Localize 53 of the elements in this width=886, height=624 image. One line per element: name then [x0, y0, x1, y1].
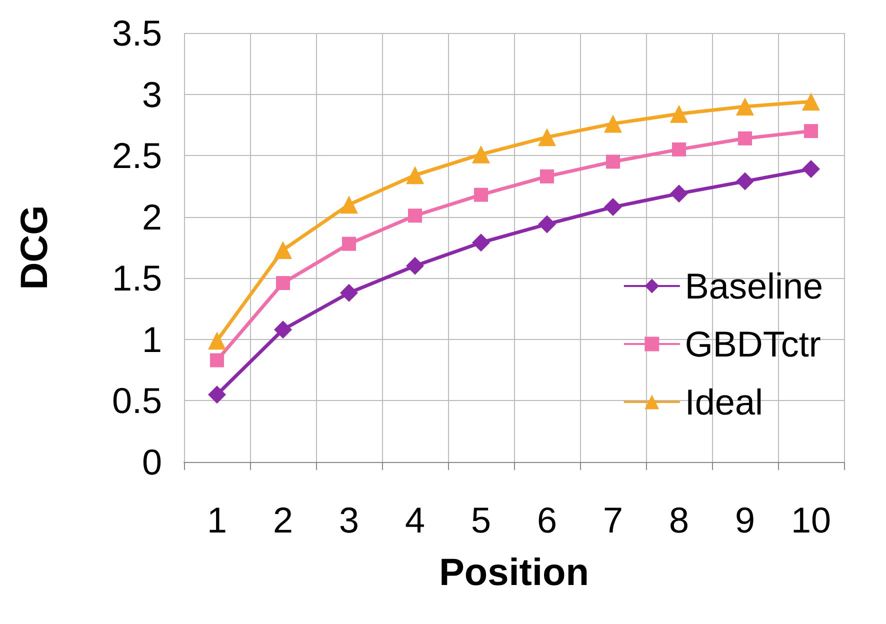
- point: [274, 320, 292, 339]
- y-tick-label: 2: [142, 196, 162, 238]
- point: [606, 154, 620, 169]
- point: [604, 114, 622, 133]
- point: [208, 332, 226, 350]
- point: [208, 386, 226, 404]
- point: [538, 215, 556, 234]
- point: [802, 160, 820, 178]
- x-tick-label: 8: [668, 500, 690, 540]
- point: [604, 198, 622, 216]
- point: [736, 172, 754, 190]
- point: [340, 284, 358, 302]
- x-axis-title: Position: [439, 552, 589, 594]
- point: [342, 236, 356, 251]
- point: [210, 353, 224, 368]
- point: [472, 234, 490, 252]
- point: [408, 208, 422, 223]
- point: [804, 124, 818, 138]
- point: [670, 104, 688, 123]
- x-tick-label: 2: [272, 500, 294, 540]
- legend-label: Ideal: [684, 382, 763, 422]
- y-tick-label: 1.5: [112, 258, 162, 299]
- point: [538, 128, 556, 146]
- point: [540, 169, 554, 184]
- point: [274, 240, 292, 259]
- point: [472, 145, 490, 164]
- x-tick-label: 6: [536, 500, 558, 540]
- x-tick-label: 3: [338, 500, 360, 540]
- y-tick-label: 0.5: [112, 380, 162, 422]
- x-tick-label: 5: [470, 500, 492, 540]
- point: [738, 131, 752, 146]
- point: [670, 184, 688, 203]
- x-tick-label: 4: [404, 500, 426, 540]
- point: [736, 98, 754, 116]
- y-tick-label: 0: [142, 442, 162, 482]
- x-tick-label: 9: [734, 500, 756, 540]
- y-tick-label: 2.5: [112, 135, 162, 176]
- point: [340, 196, 358, 214]
- point: [276, 276, 290, 290]
- x-tick-label: 7: [602, 500, 624, 540]
- point: [406, 166, 424, 184]
- point: [474, 188, 488, 202]
- x-tick-label: 10: [790, 500, 832, 540]
- y-tick-label: 1: [142, 318, 162, 360]
- legend-label: GBDTctr: [684, 324, 821, 364]
- y-tick-label: 3.5: [112, 12, 162, 54]
- y-tick-label: 3: [142, 74, 162, 115]
- point: [802, 92, 820, 111]
- x-tick-label: 1: [206, 500, 228, 540]
- point: [672, 142, 686, 156]
- y-axis-title: DCG: [14, 205, 56, 290]
- point: [406, 256, 424, 275]
- legend-label: Baseline: [684, 266, 823, 306]
